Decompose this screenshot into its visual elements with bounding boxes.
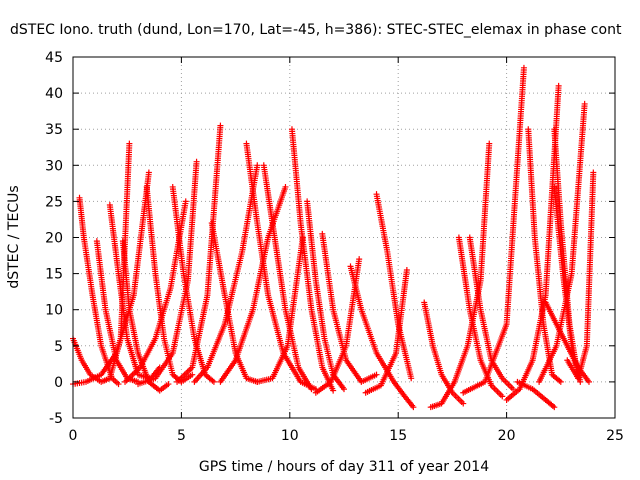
data-point xyxy=(254,162,261,169)
x-tick-label: 15 xyxy=(389,428,407,444)
data-series xyxy=(514,378,558,411)
data-point xyxy=(581,100,588,107)
x-tick-label: 5 xyxy=(177,428,186,444)
axis-ticks: 0 5 10 15 20 25 -5 0 5 10 15 20 25 30 35 40 45 xyxy=(45,50,624,444)
data-series xyxy=(119,238,172,394)
data-point xyxy=(520,64,527,71)
data-points xyxy=(70,64,597,411)
grid-lines xyxy=(73,57,615,418)
data-point xyxy=(356,256,363,263)
y-tick-label: 40 xyxy=(45,86,63,102)
data-point xyxy=(145,169,152,176)
data-series xyxy=(525,126,564,385)
x-tick-label: 25 xyxy=(606,428,624,444)
data-point xyxy=(210,378,217,385)
data-point xyxy=(499,393,506,400)
data-series xyxy=(288,126,337,394)
data-series xyxy=(466,234,517,393)
y-axis-label: dSTEC / TECUs xyxy=(6,185,22,288)
data-series xyxy=(460,64,527,396)
y-tick-label: 0 xyxy=(54,375,63,391)
y-tick-label: 5 xyxy=(54,339,63,355)
data-point xyxy=(330,387,337,394)
y-tick-label: 30 xyxy=(45,158,63,174)
data-point xyxy=(308,386,315,393)
data-series xyxy=(260,162,315,393)
data-point xyxy=(126,140,133,147)
data-point xyxy=(585,378,592,385)
data-series xyxy=(76,194,122,388)
data-point xyxy=(510,386,517,393)
data-point xyxy=(341,386,347,393)
y-tick-label: 25 xyxy=(45,194,63,210)
data-series xyxy=(208,220,261,385)
data-point xyxy=(555,82,562,89)
y-tick-label: 20 xyxy=(45,231,63,247)
y-tick-label: 45 xyxy=(45,50,63,66)
data-point xyxy=(410,404,417,411)
data-series xyxy=(421,299,467,407)
data-point xyxy=(577,378,584,385)
x-tick-label: 20 xyxy=(498,428,516,444)
data-point xyxy=(282,183,289,190)
data-series xyxy=(362,266,410,396)
data-point xyxy=(165,381,172,388)
data-series xyxy=(373,191,415,382)
data-point xyxy=(189,371,196,378)
data-point xyxy=(193,158,200,165)
data-point xyxy=(403,266,410,273)
data-point xyxy=(373,371,380,378)
data-point xyxy=(460,400,467,407)
y-tick-label: 15 xyxy=(45,267,63,283)
y-tick-label: 35 xyxy=(45,122,63,138)
data-point xyxy=(486,140,493,147)
data-series xyxy=(243,140,319,393)
data-point xyxy=(217,122,224,129)
chart-title: dSTEC Iono. truth (dund, Lon=170, Lat=-4… xyxy=(10,22,622,38)
x-tick-label: 10 xyxy=(281,428,299,444)
data-point xyxy=(551,404,558,411)
data-point xyxy=(115,381,122,388)
data-series xyxy=(122,198,189,385)
data-point xyxy=(408,375,415,382)
data-point xyxy=(590,169,597,176)
data-series xyxy=(93,238,142,385)
data-series xyxy=(347,263,417,411)
data-point xyxy=(557,378,564,385)
y-tick-label: 10 xyxy=(45,303,63,319)
x-axis-label: GPS time / hours of day 311 of year 2014 xyxy=(199,459,489,475)
y-tick-label: -5 xyxy=(49,411,63,427)
data-point xyxy=(182,198,189,205)
data-series xyxy=(564,169,597,382)
data-series xyxy=(536,100,588,385)
x-tick-label: 0 xyxy=(69,428,78,444)
data-series xyxy=(191,162,261,385)
